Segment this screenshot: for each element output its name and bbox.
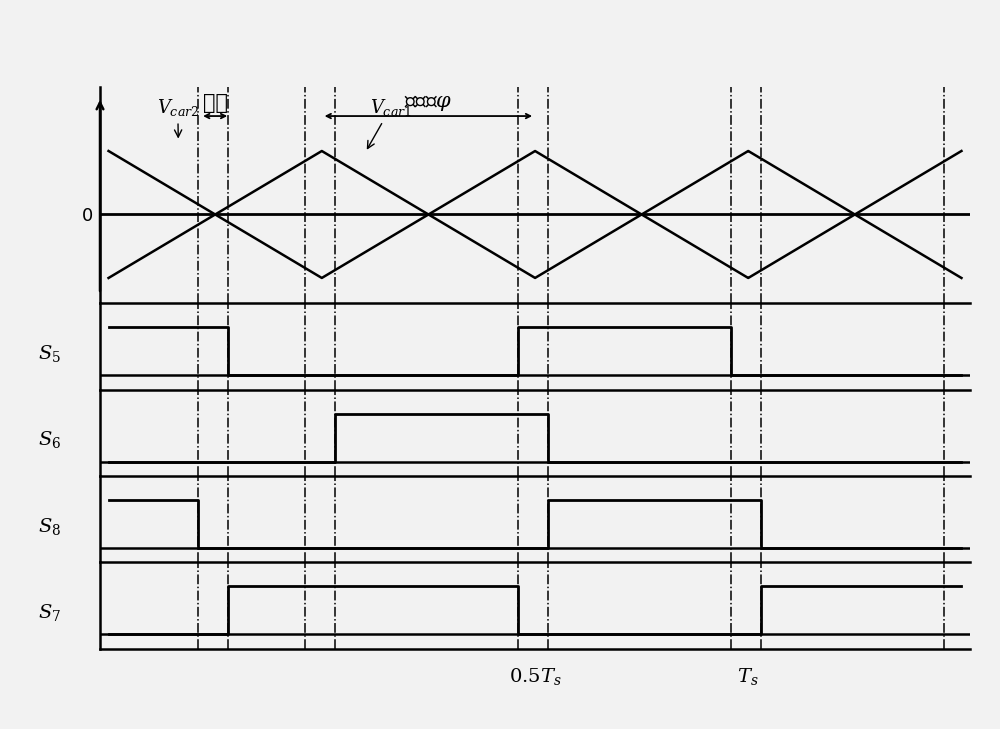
- Text: $S_6$: $S_6$: [38, 429, 61, 451]
- Text: $V_{car2}$: $V_{car2}$: [157, 98, 199, 137]
- Text: 移相角$\varphi$: 移相角$\varphi$: [404, 93, 453, 113]
- Text: 死区: 死区: [203, 93, 228, 113]
- Text: $T_s$: $T_s$: [737, 666, 759, 687]
- Text: $V_{car1}$: $V_{car1}$: [367, 98, 412, 149]
- Text: $S_7$: $S_7$: [38, 602, 61, 623]
- Text: $S_8$: $S_8$: [38, 515, 61, 537]
- Text: $S_5$: $S_5$: [38, 343, 61, 364]
- Text: $0.5T_s$: $0.5T_s$: [509, 666, 561, 687]
